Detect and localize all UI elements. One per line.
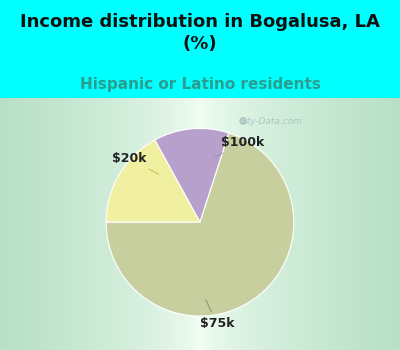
Text: Hispanic or Latino residents: Hispanic or Latino residents <box>80 77 320 92</box>
Text: $100k: $100k <box>215 136 264 157</box>
Text: $20k: $20k <box>112 152 158 174</box>
Wedge shape <box>155 128 229 222</box>
Text: City-Data.com: City-Data.com <box>238 117 302 126</box>
Wedge shape <box>106 133 294 316</box>
Text: Income distribution in Bogalusa, LA
(%): Income distribution in Bogalusa, LA (%) <box>20 13 380 53</box>
Text: $75k: $75k <box>200 300 234 330</box>
Text: ●: ● <box>238 117 246 126</box>
Wedge shape <box>106 140 200 222</box>
